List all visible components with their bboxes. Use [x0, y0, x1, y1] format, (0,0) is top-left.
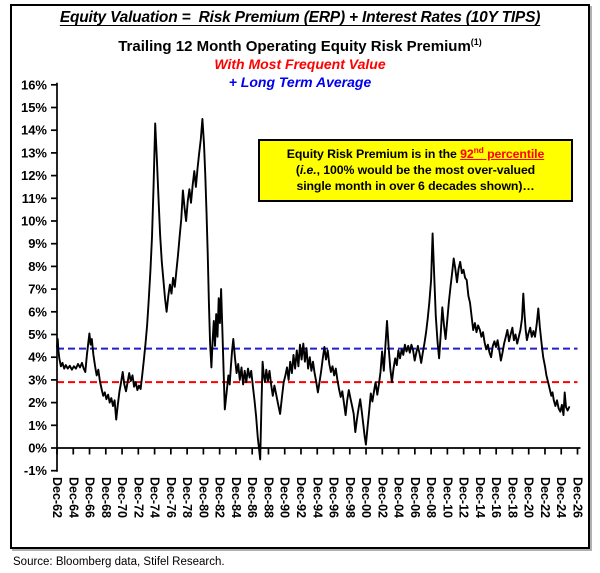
svg-text:14%: 14%: [21, 123, 47, 138]
svg-text:Dec-86: Dec-86: [245, 477, 259, 518]
svg-text:5%: 5%: [28, 327, 47, 342]
svg-text:Dec-92: Dec-92: [294, 477, 308, 518]
svg-text:2%: 2%: [28, 395, 47, 410]
svg-text:Dec-14: Dec-14: [473, 477, 487, 518]
svg-text:Dec-00: Dec-00: [359, 477, 373, 518]
svg-text:Dec-80: Dec-80: [196, 477, 210, 518]
chart-title: Trailing 12 Month Operating Equity Risk …: [14, 37, 586, 55]
svg-text:13%: 13%: [21, 145, 47, 160]
erp-series-line: [56, 117, 571, 461]
svg-text:Dec-18: Dec-18: [505, 477, 519, 518]
page-title: Equity Valuation = Risk Premium (ERP) + …: [59, 9, 541, 26]
svg-text:7%: 7%: [28, 282, 47, 297]
annotation-percentile-highlight: 92nd percentile: [460, 145, 545, 162]
svg-text:1%: 1%: [28, 418, 47, 433]
svg-text:Dec-24: Dec-24: [554, 477, 568, 518]
svg-text:Dec-84: Dec-84: [229, 477, 243, 518]
svg-text:0%: 0%: [28, 441, 47, 456]
svg-text:12%: 12%: [21, 168, 47, 183]
svg-text:Dec-64: Dec-64: [66, 477, 80, 518]
x-axis-labels: Dec-62 Dec-64 Dec-66 Dec-68 Dec-70 Dec-72 Dec-…: [50, 477, 585, 518]
svg-text:Dec-90: Dec-90: [278, 477, 292, 518]
svg-text:8%: 8%: [28, 259, 47, 274]
svg-text:Dec-78: Dec-78: [180, 477, 194, 518]
svg-text:10%: 10%: [21, 214, 47, 229]
axes: [51, 82, 581, 472]
svg-text:9%: 9%: [28, 236, 47, 251]
svg-text:16%: 16%: [21, 77, 47, 92]
source-note: Source: Bloomberg data, Stifel Research.: [13, 556, 225, 568]
svg-text:-1%: -1%: [24, 463, 48, 478]
annotation-line3: single month in over 6 decades shown)…: [296, 179, 535, 194]
chart-title-text: Trailing 12 Month Operating Equity Risk …: [118, 38, 471, 55]
svg-text:Dec-22: Dec-22: [538, 477, 552, 518]
svg-text:Dec-74: Dec-74: [148, 477, 162, 518]
svg-text:Dec-66: Dec-66: [83, 477, 97, 518]
svg-text:Dec-94: Dec-94: [310, 477, 324, 518]
svg-text:Dec-16: Dec-16: [489, 477, 503, 518]
svg-text:Dec-88: Dec-88: [261, 477, 275, 518]
chart-frame: [10, 4, 590, 549]
svg-text:15%: 15%: [21, 100, 47, 115]
svg-text:11%: 11%: [22, 191, 48, 206]
svg-text:3%: 3%: [28, 372, 47, 387]
percentile-annotation-box: Equity Risk Premium is in the 92nd perce…: [258, 139, 573, 203]
svg-text:Dec-62: Dec-62: [50, 477, 64, 518]
svg-text:Dec-02: Dec-02: [375, 477, 389, 518]
svg-text:Dec-10: Dec-10: [440, 477, 454, 518]
svg-text:Dec-76: Dec-76: [164, 477, 178, 518]
svg-text:Dec-08: Dec-08: [424, 477, 438, 518]
svg-text:Dec-68: Dec-68: [99, 477, 113, 518]
svg-text:Dec-06: Dec-06: [408, 477, 422, 518]
subtitle-long-term-average: + Long Term Average: [228, 74, 372, 90]
svg-text:Dec-72: Dec-72: [131, 477, 145, 518]
annotation-line1-prefix: Equity Risk Premium is in the: [286, 147, 461, 162]
svg-text:Dec-98: Dec-98: [343, 477, 357, 518]
svg-text:4%: 4%: [28, 350, 47, 365]
chart-title-footnote-marker: (1): [470, 37, 482, 47]
y-axis-labels: 16% 15% 14% 13% 12% 11% 10% 9% 8% 7% 6% 5% 4% 3% 2% 1% 0…: [21, 77, 47, 478]
svg-text:Dec-26: Dec-26: [571, 477, 585, 518]
svg-text:Dec-82: Dec-82: [213, 477, 227, 518]
svg-text:Dec-04: Dec-04: [392, 477, 406, 518]
svg-text:Dec-20: Dec-20: [522, 477, 536, 518]
svg-text:6%: 6%: [28, 304, 47, 319]
svg-text:Dec-70: Dec-70: [115, 477, 129, 518]
annotation-line2: (i.e., 100% would be the most over-value…: [295, 163, 536, 178]
subtitle-most-frequent-value: With Most Frequent Value: [214, 56, 386, 72]
svg-text:Dec-96: Dec-96: [327, 477, 341, 518]
svg-text:Dec-12: Dec-12: [457, 477, 471, 518]
